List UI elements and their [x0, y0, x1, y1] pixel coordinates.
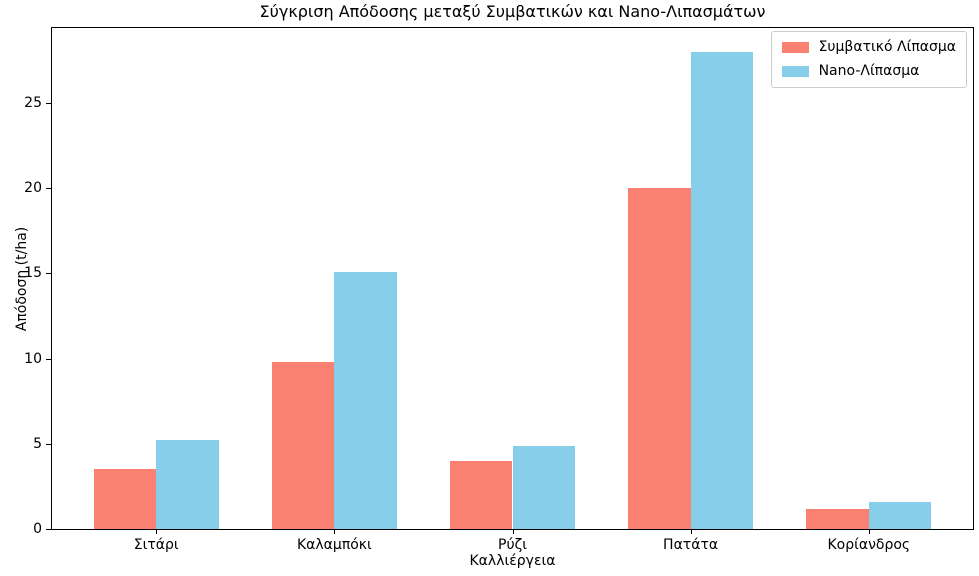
y-tick [46, 273, 51, 275]
y-tick [46, 443, 51, 445]
x-axis-label: Καλλιέργεια [469, 553, 556, 569]
y-tick-label: 15 [24, 265, 42, 282]
bar-nano-Καλαμπόκι [334, 271, 397, 529]
x-tick [334, 529, 336, 534]
chart-title: Σύγκριση Απόδοσης μεταξύ Συμβατικών και … [259, 2, 766, 21]
bar-nano-Πατάτα [690, 51, 753, 529]
x-tick-label: Σιτάρι [133, 537, 179, 553]
x-tick [156, 529, 158, 534]
y-tick [46, 103, 51, 104]
bar-nano-Σιτάρι [156, 440, 219, 529]
legend-swatch-conventional [781, 42, 809, 53]
y-tick [46, 188, 51, 190]
legend-swatch-nano [781, 66, 809, 77]
legend: Συμβατικό Λίπασμα Nano-Λίπασμα [770, 31, 967, 88]
y-tick-label: 0 [33, 521, 42, 537]
legend-item-conventional: Συμβατικό Λίπασμα [781, 39, 956, 56]
x-tick-label: Καλαμπόκι [296, 537, 372, 553]
y-tick [46, 529, 51, 530]
x-tick-label: Ρύζι [498, 537, 527, 553]
x-tick [512, 529, 514, 534]
x-tick [868, 529, 870, 534]
y-tick-label: 20 [24, 180, 42, 197]
x-tick-label: Πατάτα [663, 537, 719, 553]
legend-label-nano: Nano-Λίπασμα [818, 63, 920, 79]
bar-conventional-Κορίανδρος [806, 508, 869, 529]
legend-item-nano: Nano-Λίπασμα [781, 63, 956, 80]
y-tick-label: 25 [24, 95, 42, 111]
y-tick [46, 358, 51, 360]
x-tick [690, 529, 692, 534]
x-tick-label: Κορίανδρος [827, 537, 911, 553]
legend-label-conventional: Συμβατικό Λίπασμα [818, 39, 956, 55]
bar-conventional-Καλαμπόκι [272, 362, 335, 529]
bar-nano-Ρύζι [512, 445, 575, 529]
y-tick-label: 5 [33, 435, 42, 452]
plot-area: Σιτάρι Καλαμπόκι Ρύζι Πατάτα Κορίανδρος 0 5 10 1… [24, 27, 974, 553]
bar-conventional-Σιτάρι [93, 469, 157, 529]
y-tick-label: 10 [24, 350, 42, 367]
bar-conventional-Ρύζι [450, 460, 513, 529]
bar-conventional-Πατάτα [628, 188, 691, 529]
bar-nano-Κορίανδρος [868, 501, 932, 529]
